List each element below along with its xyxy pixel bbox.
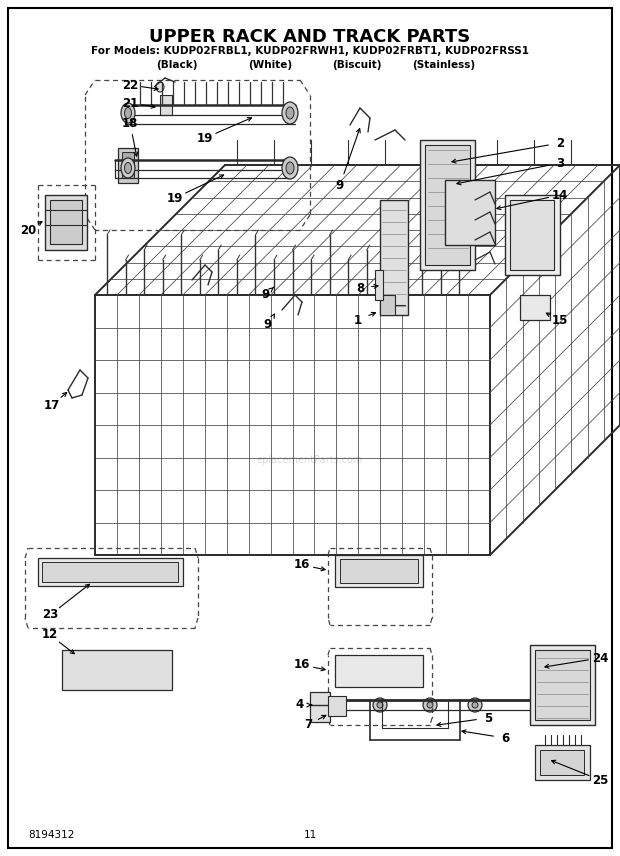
Bar [42,562,178,582]
Ellipse shape [286,107,294,119]
Bar [335,655,423,687]
Ellipse shape [282,157,298,179]
Text: 21: 21 [122,97,138,110]
Bar [310,692,330,722]
Bar [535,745,590,780]
Text: (White): (White) [247,60,292,70]
Ellipse shape [468,698,482,712]
Text: 19: 19 [197,132,213,145]
Ellipse shape [423,698,437,712]
Ellipse shape [156,82,164,92]
Bar [62,650,172,690]
Bar [540,750,584,775]
Bar [45,195,87,250]
Text: 2: 2 [556,136,564,150]
Text: (Biscuit): (Biscuit) [332,60,381,70]
Text: 4: 4 [296,698,304,711]
Text: UPPER RACK AND TRACK PARTS: UPPER RACK AND TRACK PARTS [149,28,471,46]
Text: 5: 5 [484,711,492,724]
Text: (Stainless): (Stainless) [412,60,475,70]
Ellipse shape [124,664,136,676]
Ellipse shape [407,661,423,681]
Ellipse shape [466,197,494,239]
Bar [50,200,82,244]
Bar [445,180,495,245]
Text: 12: 12 [42,628,58,641]
Bar [160,95,172,115]
Text: 19: 19 [167,192,183,205]
Text: 1: 1 [354,313,362,326]
Ellipse shape [377,702,383,708]
Text: 11: 11 [303,830,317,840]
Text: For Models: KUDP02FRBL1, KUDP02FRWH1, KUDP02FRBT1, KUDP02FRSS1: For Models: KUDP02FRBL1, KUDP02FRWH1, KU… [91,46,529,56]
Ellipse shape [100,665,110,675]
Text: 24: 24 [592,651,608,664]
Ellipse shape [73,663,87,677]
Text: 23: 23 [42,609,58,621]
Ellipse shape [121,158,135,178]
Ellipse shape [160,563,176,581]
Bar [420,140,475,270]
Ellipse shape [121,103,135,123]
Ellipse shape [148,665,162,679]
Bar [530,645,595,725]
Ellipse shape [472,702,478,708]
Bar [535,650,590,720]
Text: 6: 6 [501,732,509,745]
Bar [375,270,383,300]
Text: 14: 14 [552,188,568,201]
Bar [380,295,395,315]
Ellipse shape [427,702,433,708]
Text: 16: 16 [294,558,310,572]
Text: 22: 22 [122,79,138,92]
Bar [335,555,423,587]
Bar [505,195,560,275]
Ellipse shape [407,561,423,581]
Text: 15: 15 [552,313,568,326]
Bar [122,152,134,178]
Text: 20: 20 [20,223,36,236]
Ellipse shape [282,102,298,124]
Text: 18: 18 [122,116,138,129]
Ellipse shape [540,305,550,315]
Ellipse shape [125,108,131,118]
Text: (Black): (Black) [156,60,197,70]
Text: 9: 9 [261,288,269,301]
Text: eplacementParts.com: eplacementParts.com [257,455,363,465]
Ellipse shape [286,162,294,174]
Ellipse shape [345,665,355,677]
Ellipse shape [125,163,131,174]
Bar [118,148,138,183]
Text: 9: 9 [264,318,272,331]
Ellipse shape [473,207,487,229]
Text: 25: 25 [592,774,608,787]
Bar [510,200,554,270]
Bar [328,696,346,716]
Text: 16: 16 [294,658,310,671]
Bar [520,295,550,320]
Text: 9: 9 [336,179,344,192]
Bar [340,559,418,583]
Bar [38,558,183,586]
Text: 7: 7 [304,718,312,732]
Ellipse shape [345,565,355,577]
Bar [380,200,408,315]
Text: 8194312: 8194312 [28,830,74,840]
Text: 3: 3 [556,157,564,169]
Text: 8: 8 [356,282,364,294]
Ellipse shape [373,698,387,712]
Text: 17: 17 [44,399,60,412]
Bar [425,145,470,265]
